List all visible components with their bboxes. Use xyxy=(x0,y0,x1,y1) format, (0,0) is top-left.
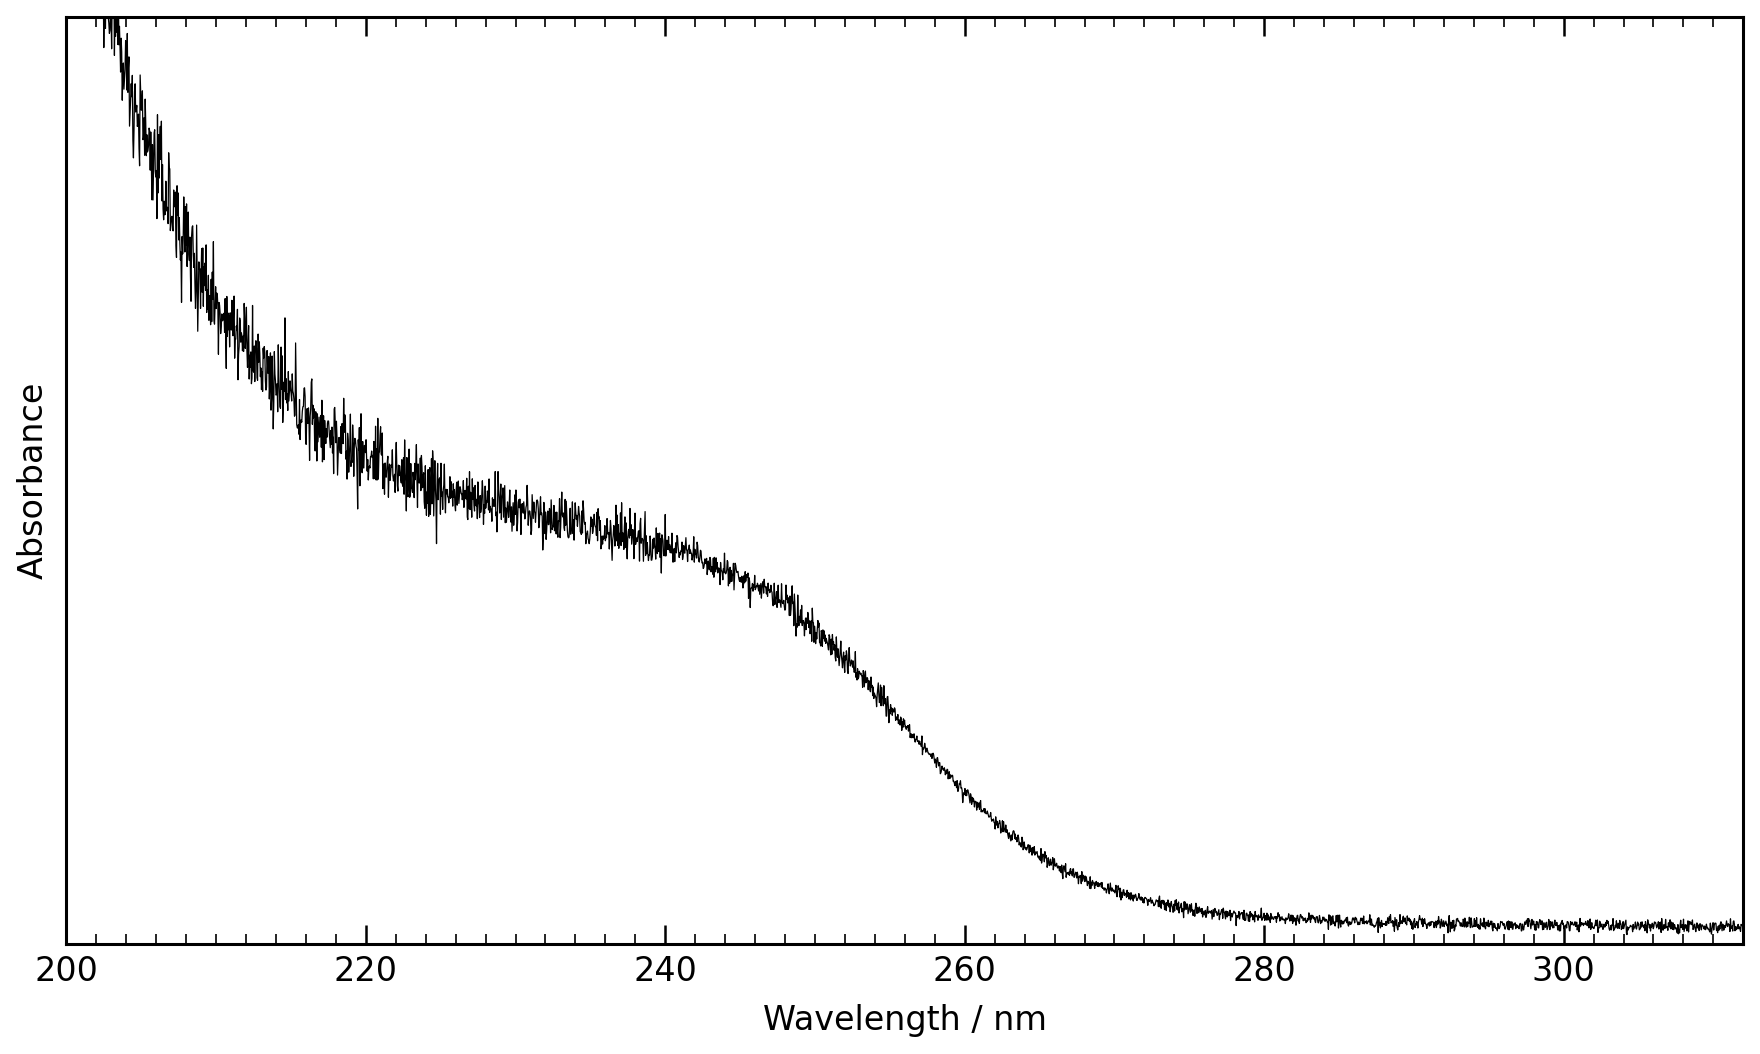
Y-axis label: Absorbance: Absorbance xyxy=(16,382,49,579)
X-axis label: Wavelength / nm: Wavelength / nm xyxy=(762,1004,1047,1037)
